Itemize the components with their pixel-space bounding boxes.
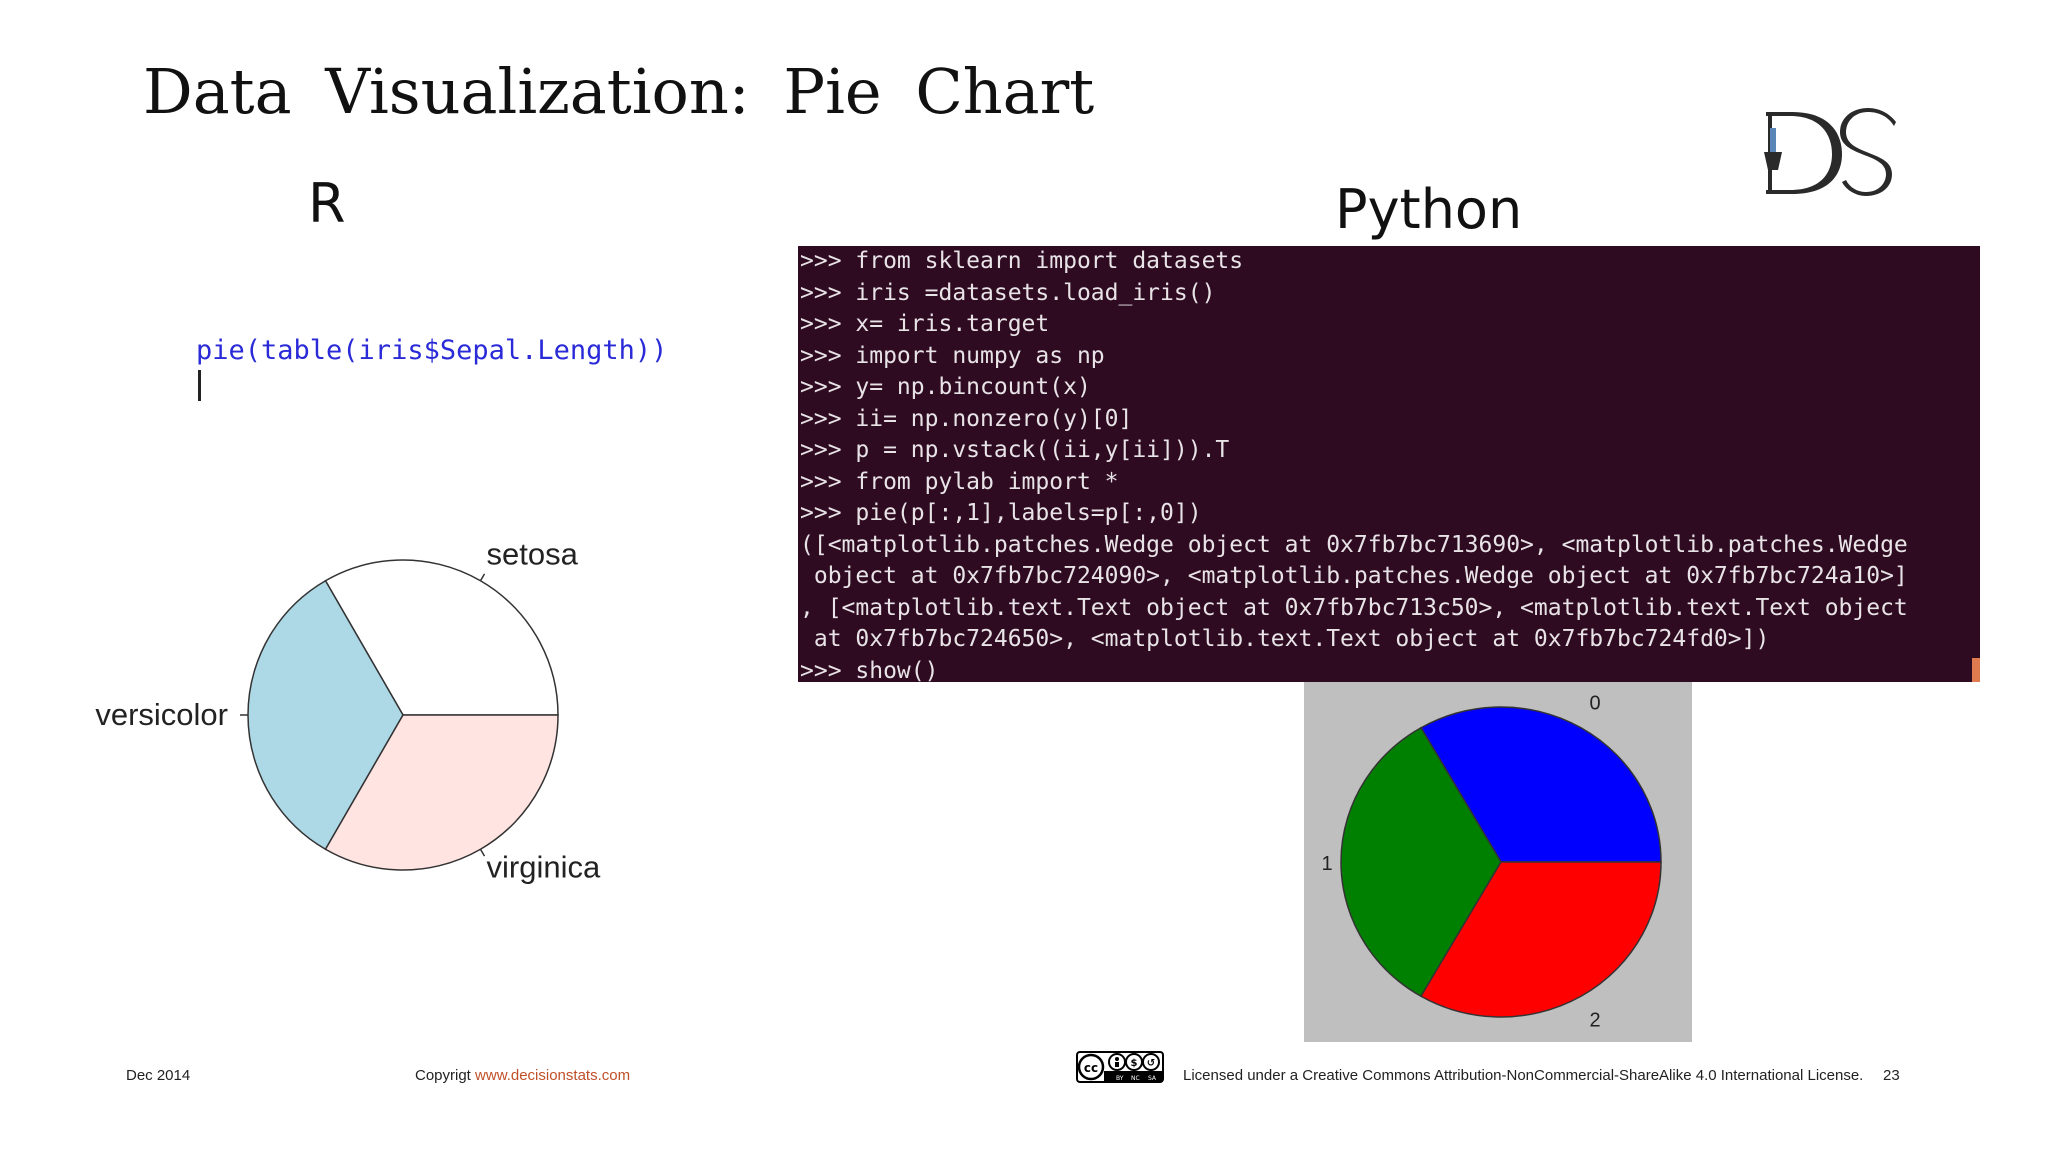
terminal-line: >>> pie(p[:,1],labels=p[:,0]) bbox=[800, 500, 1202, 526]
terminal-line: , [<matplotlib.text.Text object at 0x7fb… bbox=[800, 594, 1908, 621]
terminal-line: >>> y= np.bincount(x) bbox=[800, 374, 1091, 400]
copyright-link[interactable]: www.decisionstats.com bbox=[475, 1067, 631, 1084]
svg-text:↺: ↺ bbox=[1147, 1058, 1155, 1069]
terminal-line: >>> ii= np.nonzero(y)[0] bbox=[800, 405, 1133, 432]
terminal-line: >>> x= iris.target bbox=[800, 311, 1050, 337]
pie-label-0: 0 bbox=[1589, 693, 1600, 715]
pie-slice-2 bbox=[1419, 861, 1662, 1018]
svg-text:SA: SA bbox=[1148, 1075, 1157, 1082]
r-heading: R bbox=[308, 172, 346, 235]
pie-label-versicolor: versicolor bbox=[95, 697, 228, 732]
terminal-line: >>> from pylab import * bbox=[800, 468, 1119, 495]
python-terminal: >>> from sklearn import datasets >>> iris… bbox=[798, 246, 1980, 682]
pie-label-tick bbox=[479, 848, 486, 857]
pie-slice-setosa bbox=[324, 559, 559, 716]
terminal-line: ([<matplotlib.patches.Wedge object at 0x… bbox=[800, 531, 1908, 558]
terminal-line: >>> import numpy as np bbox=[800, 342, 1105, 369]
pie-slice-0 bbox=[1419, 706, 1662, 863]
python-heading: Python bbox=[1335, 178, 1523, 241]
footer-copyright: Copyrigt www.decisionstats.com bbox=[415, 1067, 630, 1084]
terminal-line: >>> from sklearn import datasets bbox=[800, 248, 1244, 274]
pie-label-setosa: setosa bbox=[487, 536, 579, 571]
svg-text:NC: NC bbox=[1131, 1075, 1140, 1082]
creative-commons-badge: cc $ ↺ BY NC SA bbox=[1076, 1051, 1164, 1088]
terminal-line: >>> show() bbox=[800, 657, 939, 683]
footer-license-text: Licensed under a Creative Commons Attrib… bbox=[1183, 1067, 1864, 1084]
python-pie-chart: 0 1 2 bbox=[1321, 693, 1662, 1031]
terminal-line: at 0x7fb7bc724650>, <matplotlib.text.Tex… bbox=[800, 626, 1770, 652]
terminal-line: >>> iris =datasets.load_iris() bbox=[800, 279, 1216, 306]
terminal-line: object at 0x7fb7bc724090>, <matplotlib.p… bbox=[800, 563, 1908, 589]
pie-label-1: 1 bbox=[1321, 853, 1332, 875]
terminal-line: >>> p = np.vstack((ii,y[ii])).T bbox=[800, 437, 1230, 463]
pie-label-2: 2 bbox=[1589, 1009, 1600, 1031]
slide-title: Data Visualization: Pie Chart bbox=[143, 55, 1095, 128]
footer-page-number: 23 bbox=[1883, 1067, 1900, 1084]
pie-label-virginica: virginica bbox=[487, 850, 601, 885]
python-pie-figure: 0 1 2 bbox=[1304, 682, 1692, 1042]
pie-slice-1 bbox=[1340, 726, 1502, 998]
r-text-cursor bbox=[198, 370, 201, 401]
footer-date: Dec 2014 bbox=[126, 1067, 191, 1084]
r-pie-chart: setosa versicolor virginica bbox=[95, 536, 601, 885]
ds-logo bbox=[1762, 108, 1902, 205]
svg-text:BY: BY bbox=[1116, 1075, 1124, 1082]
svg-text:$: $ bbox=[1131, 1058, 1138, 1069]
terminal-cursor bbox=[1972, 658, 1980, 682]
pie-label-tick bbox=[479, 573, 486, 582]
svg-text:cc: cc bbox=[1084, 1061, 1098, 1075]
copyright-prefix: Copyrigt bbox=[415, 1067, 476, 1084]
r-code-line: pie(table(iris$Sepal.Length)) bbox=[196, 335, 668, 366]
